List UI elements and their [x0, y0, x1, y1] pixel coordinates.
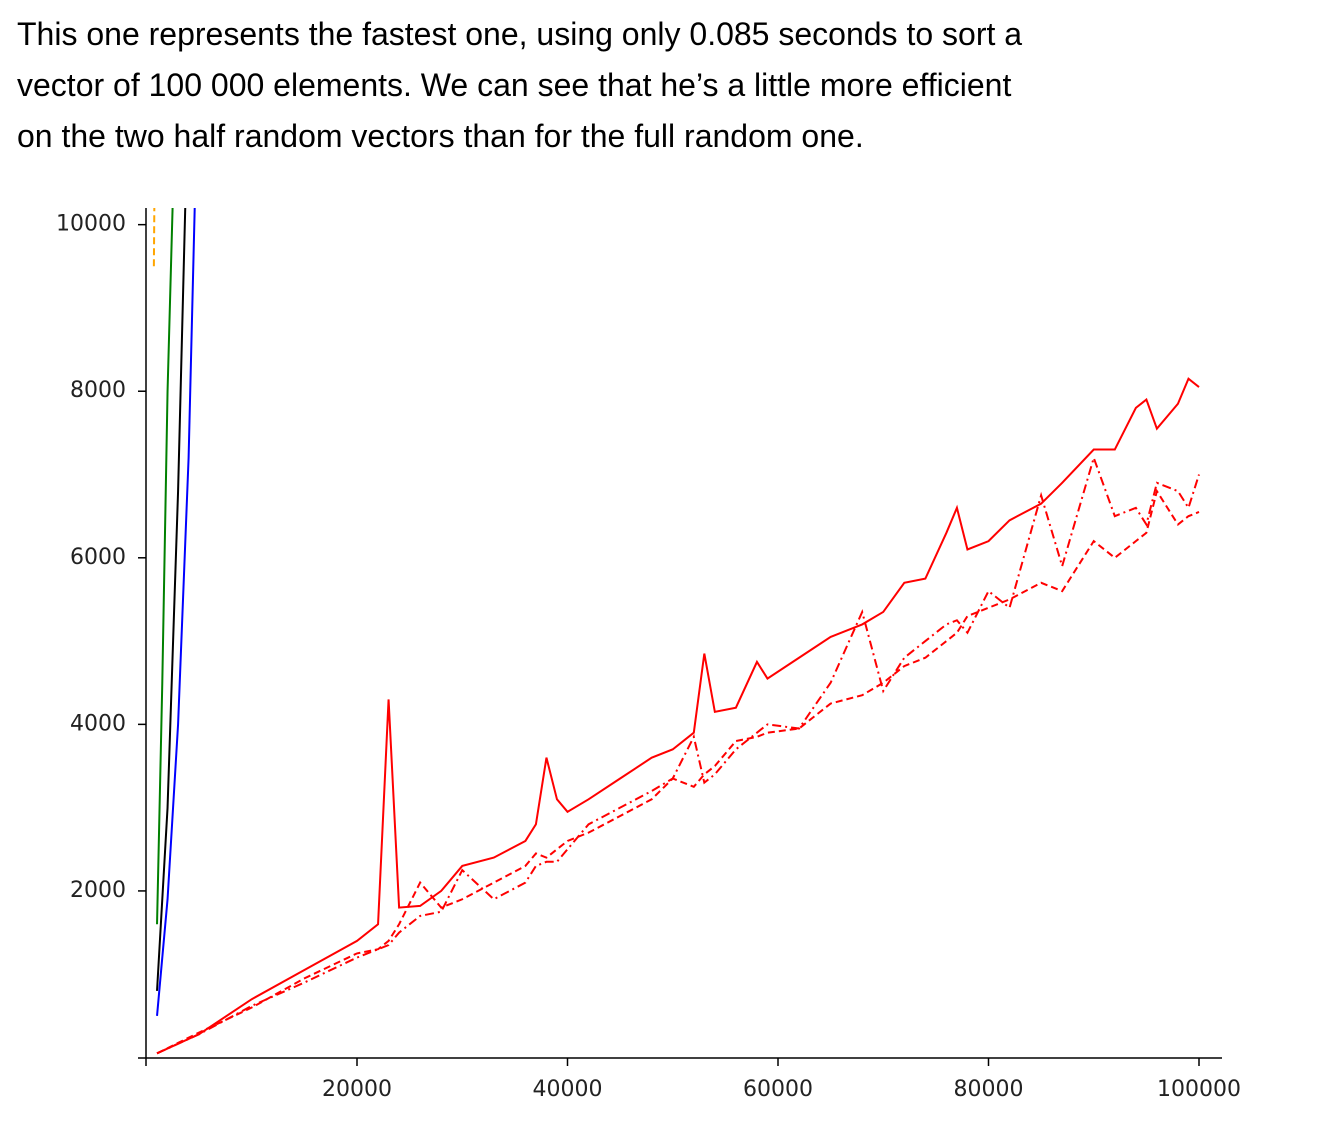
series-line — [156, 377, 1200, 1055]
paragraph-line: This one represents the fastest one, usi… — [17, 16, 1023, 52]
series-line — [156, 208, 174, 925]
x-tick-label: 40000 — [533, 1077, 603, 1102]
y-tick-label: 2000 — [70, 878, 126, 903]
series-line — [156, 208, 196, 1016]
y-tick-label: 6000 — [70, 545, 126, 570]
series-line — [156, 488, 1200, 1055]
paragraph-line: on the two half random vectors than for … — [17, 118, 864, 154]
y-tick-label: 10000 — [56, 212, 126, 237]
y-tick-label: 4000 — [70, 711, 126, 736]
x-tick-label: 20000 — [322, 1077, 392, 1102]
paragraph-line: vector of 100 000 elements. We can see t… — [17, 67, 1012, 103]
y-tick-label: 8000 — [70, 378, 126, 403]
x-tick-label: 100000 — [1157, 1077, 1241, 1102]
plot-area — [152, 208, 1200, 1055]
series-line — [156, 208, 187, 991]
series-line — [152, 208, 156, 267]
series-line — [156, 454, 1200, 1055]
x-tick-label: 80000 — [954, 1077, 1024, 1102]
x-tick-label: 60000 — [743, 1077, 813, 1102]
